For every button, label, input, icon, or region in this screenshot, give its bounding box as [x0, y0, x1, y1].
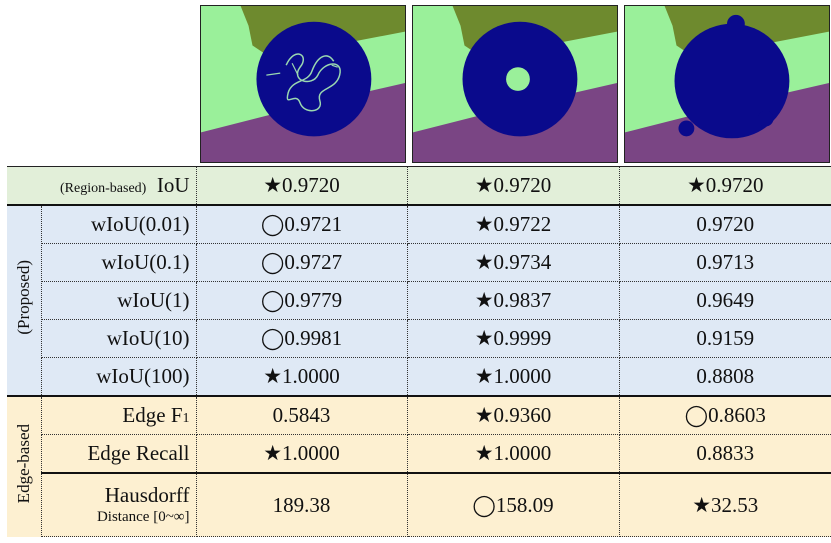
value-cell: ★32.53 [619, 472, 831, 537]
table-row-iou: (Region-based) IoU ★0.9720 ★0.9720 ★0.97… [7, 166, 831, 206]
metric-name: wIoU(10) [41, 319, 197, 358]
value-cell: 0.8833 [619, 434, 831, 474]
value-cell: ★0.9837 [407, 281, 620, 320]
metrics-table: (Region-based) IoU ★0.9720 ★0.9720 ★0.97… [7, 166, 831, 537]
table-row-edge-recall: Edge Recall ★1.0000 ★1.0000 0.8833 [7, 434, 831, 474]
value-cell: 0.9713 [619, 243, 831, 282]
example-images [200, 5, 831, 163]
value-cell: ★0.9734 [407, 243, 620, 282]
example-image-bumps [624, 5, 830, 163]
value-cell: ◯158.09 [407, 472, 620, 537]
table-row-hausdorff: Hausdorff Distance [0~∞] 189.38 ◯158.09 … [7, 472, 831, 537]
metric-name-line1: Hausdorff [104, 483, 190, 507]
value-cell: ★0.9720 [196, 166, 408, 206]
table-row-wiou-0.1: wIoU(0.1) ◯0.9727 ★0.9734 0.9713 [7, 243, 831, 282]
value-cell: ★1.0000 [196, 434, 408, 474]
value-cell: ★0.9722 [407, 204, 620, 244]
value-cell: ★0.9360 [407, 395, 620, 435]
metric-label-iou: (Region-based) IoU [7, 166, 197, 206]
metric-name: Edge Recall [41, 434, 197, 474]
metric-name-line2: Distance [0~∞] [96, 509, 190, 525]
value-cell: ◯0.8603 [619, 395, 831, 435]
group-label-proposed: (Proposed) [13, 260, 33, 335]
value-cell: 0.9720 [619, 204, 831, 244]
value-cell: 0.5843 [196, 395, 408, 435]
value-cell: ★1.0000 [407, 434, 620, 474]
value-cell: 0.9159 [619, 319, 831, 358]
metric-name: wIoU(100) [41, 357, 197, 397]
metric-name: wIoU(0.01) [41, 204, 197, 244]
metric-name: Edge F1 [41, 395, 197, 435]
group-proposed: (Proposed) [7, 204, 42, 396]
table-row-wiou-0.01: (Proposed) wIoU(0.01) ◯0.9721 ★0.9722 0.… [7, 204, 831, 396]
value-cell: 189.38 [196, 472, 408, 537]
value-cell: ◯0.9981 [196, 319, 408, 358]
metric-name: wIoU(0.1) [41, 243, 197, 282]
value-cell: ★1.0000 [407, 357, 620, 397]
value-cell: ◯0.9721 [196, 204, 408, 244]
value-cell: ◯0.9779 [196, 281, 408, 320]
metric-name: Hausdorff Distance [0~∞] [41, 472, 197, 537]
group-edge: Edge-based [7, 395, 42, 537]
table-row-wiou-10: wIoU(10) ◯0.9981 ★0.9999 0.9159 [7, 319, 831, 358]
metric-name-subscript: 1 [182, 411, 190, 426]
value-cell: ◯0.9727 [196, 243, 408, 282]
group-label-edge: Edge-based [13, 424, 33, 504]
value-cell: ★0.9999 [407, 319, 620, 358]
value-cell: ★1.0000 [196, 357, 408, 397]
value-cell: ★0.9720 [407, 166, 620, 206]
table-row-wiou-1: wIoU(1) ◯0.9779 ★0.9837 0.9649 [7, 281, 831, 320]
group-label-region: (Region-based) [60, 181, 147, 196]
example-image-scribble-hole [200, 5, 406, 163]
metric-name-text: Edge F [122, 403, 183, 427]
table-row-wiou-100: wIoU(100) ★1.0000 ★1.0000 0.8808 [7, 357, 831, 397]
value-cell: 0.9649 [619, 281, 831, 320]
metric-name: wIoU(1) [41, 281, 197, 320]
example-image-round-hole [412, 5, 618, 163]
table-row-edge-f1: Edge-based Edge F1 0.5843 ★0.9360 ◯0.860… [7, 395, 831, 537]
value-cell: ★0.9720 [619, 166, 831, 206]
value-cell: 0.8808 [619, 357, 831, 397]
metric-name: IoU [156, 173, 190, 197]
